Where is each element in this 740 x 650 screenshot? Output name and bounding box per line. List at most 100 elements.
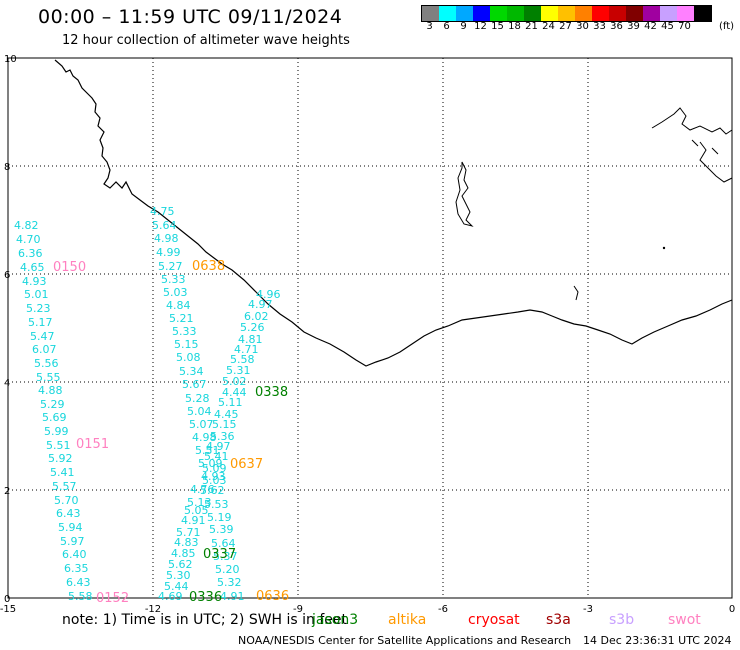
x-tick-label: -12 xyxy=(145,604,161,615)
wave-height-value: 5.58 xyxy=(230,353,255,366)
y-tick-label: 8 xyxy=(4,162,10,173)
scale-swatch xyxy=(592,6,609,21)
pass-time-label: 0336 xyxy=(189,590,222,605)
wave-height-value: 5.28 xyxy=(185,392,210,405)
wave-height-value: 5.36 xyxy=(210,430,235,443)
footnote: note: 1) Time is in UTC; 2) SWH is in fe… xyxy=(62,612,348,628)
wave-height-value: 4.76 xyxy=(190,483,215,496)
scale-label: 9 xyxy=(460,21,467,32)
scale-swatch xyxy=(643,6,660,21)
wave-height-value: 6.35 xyxy=(64,562,89,575)
wave-height-value: 5.23 xyxy=(26,302,51,315)
wave-height-value: 6.43 xyxy=(56,507,81,520)
wave-height-value: 5.69 xyxy=(42,411,67,424)
wave-height-value: 4.82 xyxy=(14,219,39,232)
wave-height-value: 5.57 xyxy=(52,480,77,493)
color-scale-labels: 3 6 9 12 15 18 21 24 27 30 33 36 39 42 45 70 xyxy=(421,21,710,32)
wave-height-value: 4.70 xyxy=(16,233,41,246)
y-tick-label: 6 xyxy=(4,270,10,281)
wave-height-value: 5.09 xyxy=(202,462,227,475)
y-axis-ticks: 0 2 4 6 8 10 xyxy=(4,54,17,605)
wave-height-value: 5.53 xyxy=(204,498,229,511)
pass-time-label: 0638 xyxy=(192,259,225,274)
altimeter-tracks: 4.824.706.364.654.935.015.235.175.476.07… xyxy=(14,205,281,603)
pass-time-label: 0151 xyxy=(76,437,109,452)
wave-height-value: 4.65 xyxy=(20,261,45,274)
wave-height-value: 5.32 xyxy=(217,576,242,589)
wave-height-value: 6.02 xyxy=(244,310,269,323)
wave-height-value: 5.26 xyxy=(240,321,265,334)
wave-height-value: 5.11 xyxy=(218,396,243,409)
map-title: 00:00 – 11:59 UTC 09/11/2024 xyxy=(38,6,343,28)
scale-label: 33 xyxy=(593,21,606,32)
scale-swatch xyxy=(439,6,456,21)
wave-height-value: 5.04 xyxy=(187,405,212,418)
wave-height-value: 5.62 xyxy=(168,558,193,571)
wave-height-value: 5.58 xyxy=(68,590,93,603)
generated-timestamp: 14 Dec 23:36:31 UTC 2024 xyxy=(583,634,732,647)
scale-swatch xyxy=(490,6,507,21)
wave-height-value: 5.30 xyxy=(166,569,191,582)
wave-height-value: 5.15 xyxy=(212,418,237,431)
wave-height-value: 5.31 xyxy=(226,364,251,377)
scale-swatch xyxy=(456,6,473,21)
wave-height-value: 6.07 xyxy=(32,343,57,356)
pass-time-label: 0338 xyxy=(255,385,288,400)
wave-height-value: 4.93 xyxy=(22,275,47,288)
wave-height-value: 5.15 xyxy=(174,338,199,351)
wave-height-value: 4.75 xyxy=(150,205,175,218)
wave-height-value: 5.05 xyxy=(184,504,209,517)
wave-height-value: 5.71 xyxy=(176,526,201,539)
wave-height-value: 4.96 xyxy=(256,288,281,301)
wave-height-value: 4.91 xyxy=(181,514,206,527)
scale-swatch xyxy=(558,6,575,21)
scale-label: 42 xyxy=(644,21,657,32)
coastline-northeast xyxy=(651,107,733,183)
scale-label: 27 xyxy=(559,21,572,32)
islet xyxy=(662,246,666,250)
wave-height-value: 5.56 xyxy=(34,357,59,370)
scale-swatch xyxy=(524,6,541,21)
satellite-legend-item: swot xyxy=(668,612,701,628)
scale-swatch xyxy=(507,6,524,21)
scale-label: 15 xyxy=(491,21,504,32)
color-scale-unit: (ft) xyxy=(719,21,735,32)
wave-height-value: 4.69 xyxy=(158,590,183,603)
scale-label: 30 xyxy=(576,21,589,32)
color-scale-bar xyxy=(421,5,712,22)
wave-height-value: 5.08 xyxy=(176,351,201,364)
wave-height-value: 4.71 xyxy=(234,343,259,356)
x-axis-ticks: -15 -12 -9 -6 -3 0 xyxy=(0,604,735,615)
scale-swatch xyxy=(660,6,677,21)
y-tick-label: 0 xyxy=(4,594,10,605)
scale-label: 70 xyxy=(678,21,691,32)
wave-height-value: 4.98 xyxy=(192,431,217,444)
wave-height-value: 5.27 xyxy=(158,260,183,273)
map-subtitle: 12 hour collection of altimeter wave hei… xyxy=(62,33,350,48)
pass-time-label: 0636 xyxy=(256,589,289,604)
wave-height-value: 6.40 xyxy=(62,548,87,561)
x-tick-label: -15 xyxy=(0,604,16,615)
wave-height-value: 4.81 xyxy=(238,333,263,346)
wave-height-value: 5.62 xyxy=(200,484,225,497)
wave-height-value: 4.97 xyxy=(206,440,231,453)
wave-height-value: 5.39 xyxy=(209,523,234,536)
wave-height-value: 5.03 xyxy=(163,286,188,299)
wave-height-value: 5.99 xyxy=(44,425,69,438)
wave-height-value: 5.41 xyxy=(50,466,75,479)
wave-height-value: 5.94 xyxy=(58,521,83,534)
pass-time-label: 0150 xyxy=(53,260,86,275)
satellite-legend-item: s3b xyxy=(609,612,635,628)
wave-height-value: 5.21 xyxy=(169,312,194,325)
wave-height-value: 5.33 xyxy=(161,273,186,286)
scale-label: 3 xyxy=(426,21,433,32)
x-tick-label: -6 xyxy=(438,604,448,615)
scale-label: 21 xyxy=(525,21,538,32)
wave-height-value: 5.17 xyxy=(28,316,53,329)
y-tick-label: 4 xyxy=(4,378,10,389)
x-tick-label: -3 xyxy=(583,604,593,615)
scale-label: 18 xyxy=(508,21,521,32)
satellite-legend-item: cryosat xyxy=(468,612,520,628)
scale-swatch xyxy=(626,6,643,21)
